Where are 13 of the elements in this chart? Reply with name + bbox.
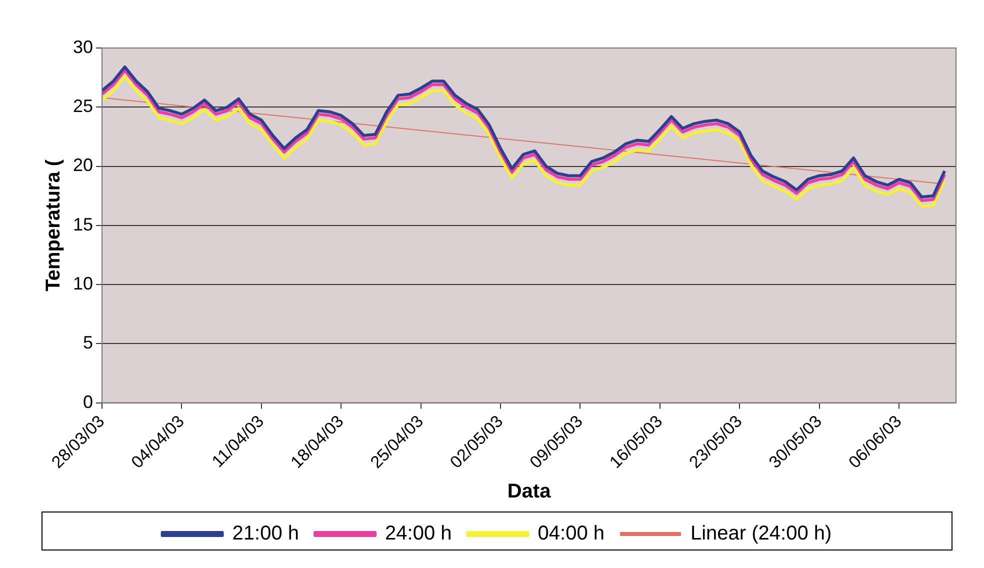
y-tick-label: 25 (72, 96, 94, 116)
legend-label: 24:00 h (385, 522, 452, 545)
legend-label: Linear (24:00 h) (690, 522, 832, 545)
y-tick-label: 20 (72, 155, 94, 176)
y-tick-label: 10 (72, 273, 94, 294)
y-tick-label: 5 (83, 332, 94, 353)
y-tick-label: 15 (72, 214, 94, 234)
x-axis-title: Data (507, 480, 552, 503)
legend-label: 04:00 h (538, 522, 604, 545)
y-tick-label: 30 (72, 36, 94, 57)
y-tick-label: 0 (83, 392, 94, 412)
y-axis-title: Temperatura ( (42, 159, 65, 292)
legend-label: 21:00 h (232, 522, 300, 545)
